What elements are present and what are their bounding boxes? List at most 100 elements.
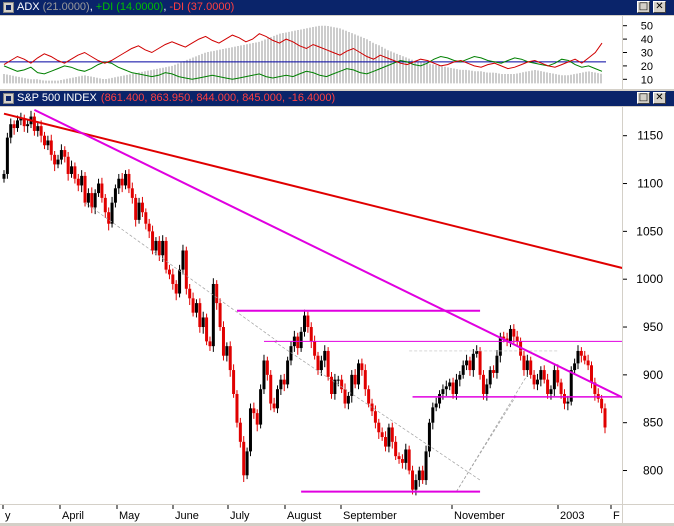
price-candle-body [583, 355, 587, 361]
price-candle-body [461, 365, 465, 375]
price-candle-body [73, 166, 77, 179]
price-candle-body [350, 374, 354, 396]
price-candle-body [579, 350, 583, 356]
price-candle-body [522, 355, 526, 371]
price-candle-body [498, 336, 502, 356]
price-plot-area[interactable] [0, 107, 674, 504]
adx-y-tick-label: 50 [641, 21, 653, 33]
price-candle-body [184, 250, 188, 289]
price-candle-body [377, 422, 381, 433]
price-candle-body [252, 408, 256, 414]
price-candle-body [191, 298, 195, 313]
price-candle-body [255, 413, 259, 425]
price-candle-body [218, 303, 222, 328]
price-candle-body [238, 422, 242, 442]
title-separator: , [163, 1, 167, 13]
price-candle-body [438, 393, 442, 404]
price-candle-body [387, 427, 391, 447]
price-candle-body [83, 175, 87, 203]
price-candle-body [512, 328, 516, 337]
price-candle-body [397, 456, 401, 460]
price-candle-body [93, 193, 97, 208]
price-candle-body [26, 124, 30, 127]
price-candle-body [171, 274, 175, 284]
price-candle-body [120, 178, 124, 186]
price-axis-chart: 800 850 900 950 1000 1050 1100 1150 [623, 129, 663, 478]
adx-pane-title-bar[interactable]: ADX (21.0000) , +DI (14.0000) , -DI (37.… [0, 0, 674, 15]
price-title-values: (861.400, 863.950, 844.000, 845.000, -16… [100, 92, 336, 104]
price-candle-body [36, 126, 40, 131]
price-candle-body [532, 374, 536, 385]
price-candle-body [259, 389, 263, 425]
price-candle-body [515, 336, 519, 342]
chart-window-icon [3, 93, 14, 104]
adx-y-tick-label: 20 [641, 61, 653, 73]
price-candle-body [309, 327, 313, 342]
x-tick-label: April [62, 510, 84, 522]
price-candle-body [161, 240, 165, 256]
price-candle-body [468, 360, 472, 371]
price-candle-body [215, 283, 219, 304]
price-candle-body [66, 156, 70, 174]
price-candle-body [275, 389, 279, 409]
price-candle-body [495, 355, 499, 373]
price-candle-body [80, 175, 84, 186]
price-candle-body [59, 150, 63, 160]
price-candle-body [16, 120, 20, 129]
price-candle-body [113, 188, 117, 203]
price-candle-body [478, 350, 482, 375]
price-candle-body [569, 370, 573, 402]
price-restore-button[interactable]: □ [637, 92, 650, 104]
price-candle-body [542, 370, 546, 380]
price-candle-body [296, 336, 300, 349]
price-close-button[interactable]: ✕ [653, 92, 666, 104]
price-candle-body [529, 360, 533, 375]
price-candle-body [492, 370, 496, 373]
adx-title-mdi: -DI (37.0000) [169, 1, 235, 13]
trend-line-magenta [33, 108, 674, 424]
price-candle-body [205, 317, 209, 342]
price-candle-body [593, 382, 597, 394]
adx-restore-button[interactable]: □ [637, 1, 650, 13]
price-candle-body [448, 382, 452, 387]
axis-corner [623, 505, 674, 523]
price-candle-body [336, 379, 340, 381]
price-candle-body [137, 202, 141, 220]
price-candle-body [502, 336, 506, 339]
price-y-tick-label: 1100 [637, 177, 663, 191]
price-y-tick-label: 800 [643, 464, 663, 478]
x-tick-label: 2003 [560, 510, 584, 522]
price-candle-body [97, 183, 101, 194]
price-candle-body [316, 355, 320, 371]
price-candle-body [130, 188, 134, 198]
price-candle-body [286, 360, 290, 385]
price-candle-body [427, 422, 431, 452]
price-candle-body [549, 389, 553, 394]
price-candle-body [384, 437, 388, 447]
price-candle-body [124, 173, 128, 186]
price-candle-body [444, 386, 448, 390]
x-tick-label: May [119, 510, 140, 522]
price-candle-body [100, 183, 104, 198]
price-chart [2, 108, 674, 496]
adx-close-button[interactable]: ✕ [653, 1, 666, 13]
price-candle-body [353, 374, 357, 385]
price-candle-body [488, 370, 492, 385]
guide-line [84, 202, 278, 342]
price-candle-body [313, 341, 317, 356]
price-candle-body [303, 315, 306, 332]
price-candle-body [39, 126, 43, 136]
price-candle-body [589, 365, 593, 383]
adx-y-axis: 10 20 30 40 50 [623, 16, 674, 89]
price-y-tick-label: 900 [643, 368, 663, 382]
price-pane-title-bar[interactable]: S&P 500 INDEX (861.400, 863.950, 844.000… [0, 91, 674, 106]
price-candle-body [373, 411, 377, 423]
price-candle-body [363, 370, 367, 390]
price-candle-body [357, 363, 361, 385]
adx-plot-area[interactable] [0, 16, 622, 89]
price-candle-body [63, 150, 67, 157]
price-y-tick-label: 850 [643, 416, 663, 430]
price-candle-body [603, 408, 607, 428]
price-candle-body [174, 283, 178, 294]
price-candle-body [299, 331, 303, 349]
